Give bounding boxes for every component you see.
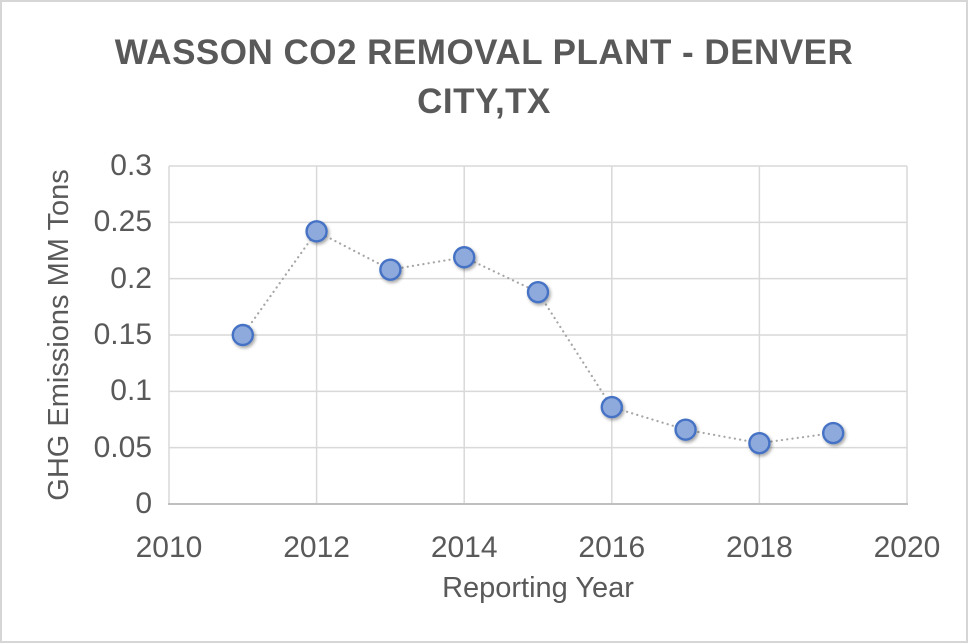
x-tick-label: 2016: [578, 531, 646, 564]
x-tick-label: 2014: [430, 531, 498, 564]
y-tick-label: 0: [135, 487, 152, 520]
data-point: [379, 258, 402, 281]
y-tick-label: 0.05: [93, 430, 152, 464]
y-tick-label: 0.3: [110, 149, 152, 182]
x-axis-title: Reporting Year: [442, 572, 634, 604]
x-tick-label: 2020: [873, 531, 941, 564]
series-line: [241, 230, 835, 445]
data-point: [453, 246, 476, 269]
chart-title: WASSON CO2 REMOVAL PLANT - DENVER CITY,T…: [2, 28, 966, 126]
y-tick-label: 0.2: [110, 261, 152, 295]
data-point: [822, 421, 845, 445]
data-point: [231, 323, 255, 347]
data-point: [674, 418, 697, 441]
y-tick-label: 0.15: [93, 318, 152, 351]
y-tick-label: 0.1: [110, 374, 152, 408]
data-point: [600, 395, 623, 419]
chart-title-line2: CITY,TX: [417, 82, 551, 121]
y-tick-label: 0.25: [93, 205, 152, 239]
data-point: [748, 431, 771, 455]
y-axis-title: GHG Emissions MM Tons: [43, 169, 75, 501]
data-point: [305, 220, 328, 243]
x-tick-label: 2010: [135, 531, 203, 564]
x-tick-label: 2018: [726, 531, 793, 564]
chart-title-line1: WASSON CO2 REMOVAL PLANT - DENVER: [114, 33, 854, 72]
data-point: [526, 280, 550, 304]
x-tick-label: 2012: [283, 531, 350, 564]
